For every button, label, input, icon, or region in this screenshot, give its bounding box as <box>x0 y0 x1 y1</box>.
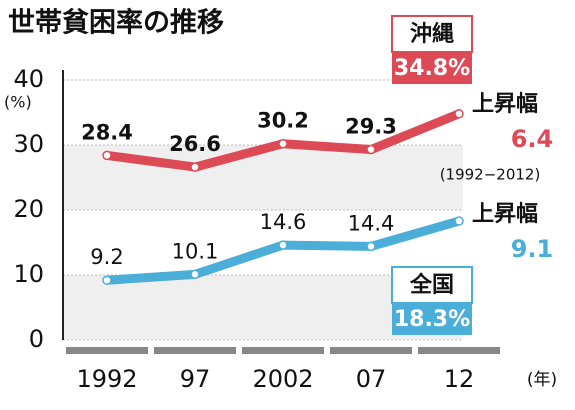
point <box>278 240 288 250</box>
y-tick-label: 10 <box>13 260 44 288</box>
point <box>190 162 200 172</box>
y-tick-label: 30 <box>13 130 44 158</box>
point <box>454 216 464 226</box>
value-label: 28.4 <box>81 120 133 144</box>
value-label: 9.2 <box>90 245 123 269</box>
name-box <box>391 266 473 304</box>
value-label: 30.2 <box>257 109 309 133</box>
chart-title: 世帯貧困率の推移 <box>8 7 224 39</box>
y-axis-unit: (%) <box>4 93 32 112</box>
legend-label: 沖縄 <box>410 22 454 47</box>
annotation-label: 上昇幅 <box>472 202 538 227</box>
value-label: 34.8% <box>394 56 470 81</box>
x-tick-label: 07 <box>356 365 387 393</box>
x-tick-label: 1992 <box>76 365 137 393</box>
annotation-label: 上昇幅 <box>472 92 538 117</box>
y-tick-label: 40 <box>13 65 44 93</box>
value-box <box>392 52 472 84</box>
annotation-note: (1992−2012) <box>440 166 541 184</box>
value-label: 14.4 <box>348 211 395 235</box>
x-band <box>330 347 412 354</box>
point <box>366 241 376 252</box>
annotation-value: 9.1 <box>511 235 554 263</box>
value-label: 26.6 <box>169 132 221 156</box>
value-label: 14.6 <box>260 210 307 234</box>
x-tick-label: 12 <box>444 365 475 393</box>
name-box <box>391 15 473 53</box>
point <box>102 275 112 285</box>
x-tick-label: 2002 <box>252 365 313 393</box>
x-band <box>154 347 236 354</box>
x-band <box>418 347 500 354</box>
x-band <box>242 347 324 354</box>
point <box>190 269 200 280</box>
point <box>102 150 112 161</box>
point <box>278 138 288 149</box>
value-label: 29.3 <box>345 115 397 139</box>
x-axis-unit: (年) <box>527 370 557 390</box>
y-tick-label: 20 <box>13 195 44 223</box>
x-tick-label: 97 <box>180 365 211 393</box>
value-label: 18.3% <box>394 307 470 332</box>
value-box <box>392 303 472 335</box>
legend-label: 全国 <box>409 272 454 298</box>
annotation-value: 6.4 <box>511 125 554 153</box>
x-band <box>66 347 148 354</box>
point <box>454 109 464 119</box>
value-label: 10.1 <box>172 239 219 263</box>
point <box>366 144 376 155</box>
y-tick-label: 0 <box>29 325 44 353</box>
